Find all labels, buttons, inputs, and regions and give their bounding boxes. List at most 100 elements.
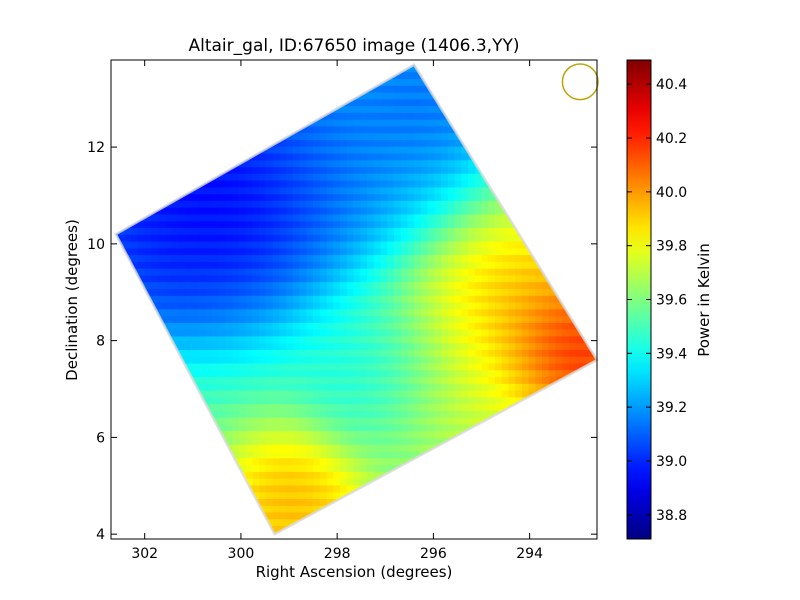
heatmap-cell — [340, 78, 348, 86]
heatmap-cell — [508, 247, 516, 256]
heatmap-cell — [515, 471, 523, 479]
heatmap-cell — [360, 335, 368, 344]
heatmap-cell — [292, 119, 301, 127]
heatmap-cell — [137, 315, 146, 323]
heatmap-cell — [124, 525, 132, 533]
heatmap-cell — [319, 410, 328, 418]
heatmap-cell — [346, 484, 355, 493]
heatmap-cell — [474, 207, 483, 215]
heatmap-cell — [474, 112, 483, 120]
heatmap-cell — [441, 91, 449, 100]
heatmap-cell — [171, 532, 179, 535]
heatmap-cell — [569, 220, 577, 228]
heatmap-cell — [198, 329, 206, 337]
heatmap-cell — [535, 119, 543, 127]
heatmap-cell — [252, 234, 260, 242]
heatmap-cell — [232, 396, 240, 405]
heatmap-cell — [555, 518, 563, 527]
heatmap-cell — [528, 491, 536, 499]
heatmap-cell — [387, 390, 395, 398]
heatmap-cell — [515, 261, 523, 269]
heatmap-cell — [138, 51, 145, 58]
heatmap-cell — [360, 430, 368, 438]
heatmap-cell — [306, 132, 314, 140]
heatmap-cell — [427, 268, 435, 276]
heatmap-cell — [164, 484, 173, 493]
heatmap-cell — [198, 356, 206, 364]
heatmap-cell — [205, 207, 213, 215]
heatmap-cell — [353, 383, 361, 391]
heatmap-cell — [137, 376, 146, 384]
heatmap-cell — [501, 369, 509, 378]
heatmap-cell — [508, 200, 516, 208]
heatmap-cell — [198, 112, 206, 120]
heatmap-cell — [434, 430, 442, 438]
heatmap-cell — [535, 464, 543, 472]
heatmap-cell — [548, 437, 557, 445]
heatmap-cell — [515, 193, 523, 201]
heatmap-cell — [353, 213, 361, 222]
heatmap-cell — [232, 220, 240, 228]
heatmap-cell — [299, 390, 307, 398]
heatmap-cell — [272, 166, 280, 174]
heatmap-cell — [407, 342, 415, 350]
heatmap-cell — [562, 403, 570, 411]
heatmap-cell — [447, 491, 456, 499]
heatmap-cell — [380, 335, 388, 344]
heatmap-cell — [575, 356, 584, 364]
heatmap-cell — [115, 105, 119, 113]
heatmap-cell — [393, 322, 402, 330]
heatmap-cell — [535, 274, 543, 283]
heatmap-cell — [117, 349, 125, 357]
heatmap-cell — [319, 254, 328, 262]
heatmap-cell — [205, 457, 213, 466]
heatmap-cell — [319, 444, 328, 452]
heatmap-cell — [495, 227, 503, 235]
heatmap-cell — [441, 329, 449, 337]
heatmap-cell — [434, 464, 442, 472]
heatmap-cell — [387, 403, 395, 411]
heatmap-cell — [447, 139, 456, 147]
heatmap-cell — [407, 329, 415, 337]
heatmap-cell — [400, 186, 408, 195]
heatmap-cell — [414, 295, 422, 303]
heatmap-cell — [407, 396, 415, 405]
heatmap-cell — [521, 220, 530, 228]
heatmap-cell — [259, 220, 267, 228]
heatmap-cell — [380, 139, 388, 147]
heatmap-cell — [306, 390, 314, 398]
heatmap-cell — [212, 132, 220, 140]
heatmap-cell — [495, 322, 503, 330]
heatmap-cell — [521, 274, 530, 283]
heatmap-cell — [232, 213, 240, 222]
heatmap-cell — [252, 254, 260, 262]
heatmap-cell — [407, 356, 415, 364]
heatmap-cell — [427, 403, 435, 411]
heatmap-cell — [380, 254, 388, 262]
heatmap-cell — [239, 186, 247, 195]
heatmap-cell — [360, 410, 368, 418]
heatmap-cell — [353, 268, 361, 276]
heatmap-cell — [447, 254, 456, 262]
heatmap-cell — [353, 329, 361, 337]
heatmap-cell — [474, 91, 483, 100]
heatmap-cell — [164, 403, 173, 411]
heatmap-cell — [178, 369, 186, 378]
heatmap-cell — [265, 532, 274, 535]
heatmap-cell — [380, 91, 388, 100]
heatmap-cell — [434, 186, 442, 195]
heatmap-cell — [387, 64, 395, 73]
heatmap-cell — [562, 132, 570, 140]
heatmap-cell — [218, 268, 227, 276]
heatmap-cell — [481, 281, 489, 289]
heatmap-cell — [115, 112, 119, 120]
heatmap-cell — [265, 213, 274, 222]
heatmap-cell — [508, 91, 516, 100]
heatmap-cell — [434, 173, 442, 181]
heatmap-cell — [115, 450, 119, 459]
heatmap-cell — [367, 417, 375, 425]
heatmap-cell — [117, 362, 125, 371]
heatmap-cell — [137, 186, 146, 195]
heatmap-cell — [387, 437, 395, 445]
heatmap-cell — [447, 78, 456, 86]
